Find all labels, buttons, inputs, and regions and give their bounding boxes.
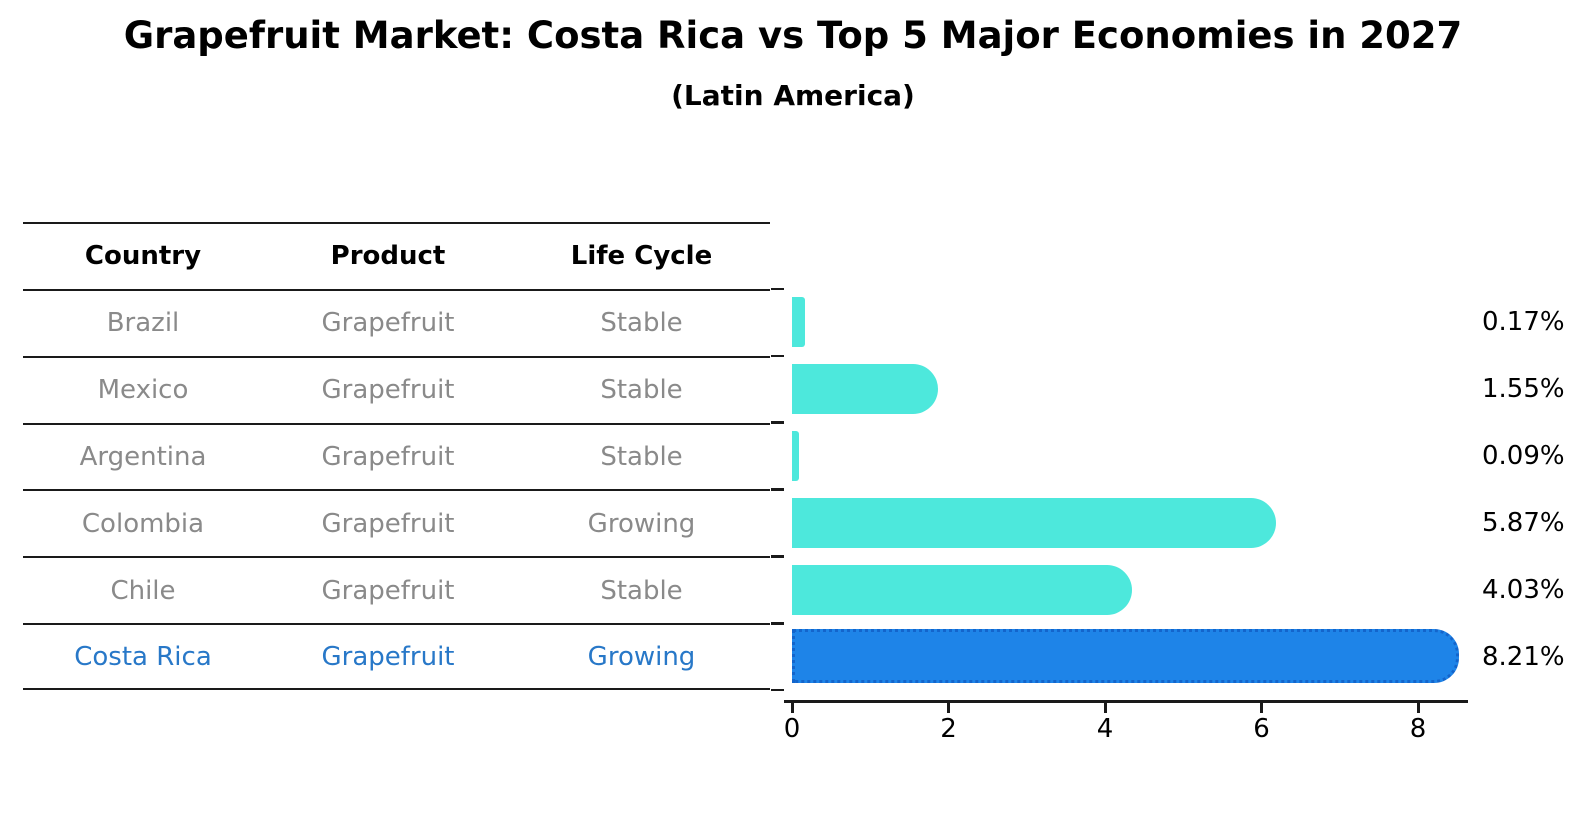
- country-cell: Argentina: [79, 442, 207, 472]
- bar-mexico: [792, 363, 939, 414]
- life-cycle-cell: Stable: [600, 375, 683, 406]
- table-row-argentina: Argentina Grapefruit Stable: [23, 422, 770, 490]
- y-axis-tick: [771, 622, 784, 625]
- column-header-country: Country: [84, 241, 202, 272]
- y-axis-tick: [771, 354, 784, 358]
- table-row-colombia: Colombia Grapefruit Growing: [23, 489, 770, 556]
- x-axis-tick: [1416, 703, 1420, 713]
- x-axis-line: [784, 700, 1468, 703]
- country-cell: Costa Rica: [74, 641, 212, 672]
- table-row-mexico: Mexico Grapefruit Stable: [23, 355, 770, 423]
- column-header-life-cycle: Life Cycle: [570, 241, 713, 272]
- value-label-costa-rica: 8.21%: [1482, 641, 1565, 672]
- value-label-brazil: 0.17%: [1482, 307, 1565, 338]
- x-axis-tick: [947, 703, 950, 713]
- country-cell: Mexico: [97, 375, 189, 406]
- product-cell: Grapefruit: [321, 375, 455, 406]
- product-cell: Grapefruit: [321, 575, 455, 606]
- table-row-chile: Chile Grapefruit Stable: [23, 556, 770, 623]
- value-label-chile: 4.03%: [1482, 574, 1565, 605]
- bar-argentina: [792, 430, 800, 481]
- product-cell: Grapefruit: [321, 442, 455, 472]
- x-axis-tick: [1260, 703, 1263, 713]
- table-row-costa-rica: Costa Rica Grapefruit Growing: [23, 623, 770, 691]
- value-label-mexico: 1.55%: [1482, 374, 1565, 405]
- value-label-colombia: 5.87%: [1482, 507, 1565, 538]
- country-table: Country Product Life Cycle Brazil Grapef…: [23, 222, 770, 691]
- x-tick-label: 0: [783, 714, 801, 744]
- life-cycle-cell: Growing: [587, 641, 696, 672]
- bar-costa-rica: [792, 629, 1460, 684]
- column-header-product: Product: [330, 241, 446, 272]
- product-cell: Grapefruit: [321, 508, 455, 539]
- life-cycle-cell: Stable: [600, 442, 683, 472]
- chart-subtitle: (Latin America): [671, 79, 915, 112]
- bar-colombia: [792, 497, 1277, 548]
- life-cycle-cell: Stable: [600, 308, 683, 339]
- y-axis-tick: [771, 488, 784, 491]
- life-cycle-cell: Growing: [587, 508, 696, 539]
- table-row-brazil: Brazil Grapefruit Stable: [23, 288, 770, 356]
- y-axis-tick: [771, 287, 784, 291]
- table-header-row: Country Product Life Cycle: [23, 222, 770, 289]
- x-tick-label: 4: [1096, 714, 1114, 744]
- value-label-argentina: 0.09%: [1482, 441, 1565, 472]
- y-axis-tick: [771, 555, 784, 558]
- country-cell: Colombia: [81, 508, 205, 539]
- x-tick-label: 6: [1253, 714, 1270, 744]
- life-cycle-cell: Stable: [600, 575, 683, 606]
- bar-chile: [792, 564, 1133, 615]
- x-axis-tick: [1103, 703, 1107, 713]
- x-axis-tick: [790, 703, 794, 713]
- country-cell: Chile: [110, 575, 176, 606]
- y-axis-tick: [771, 421, 784, 424]
- chart-title: Grapefruit Market: Costa Rica vs Top 5 M…: [123, 14, 1463, 57]
- country-cell: Brazil: [106, 308, 180, 339]
- x-tick-label: 8: [1409, 714, 1427, 744]
- y-axis-tick: [771, 688, 784, 692]
- x-tick-label: 2: [940, 714, 957, 744]
- product-cell: Grapefruit: [321, 308, 455, 339]
- product-cell: Grapefruit: [321, 641, 455, 672]
- bar-brazil: [792, 297, 806, 348]
